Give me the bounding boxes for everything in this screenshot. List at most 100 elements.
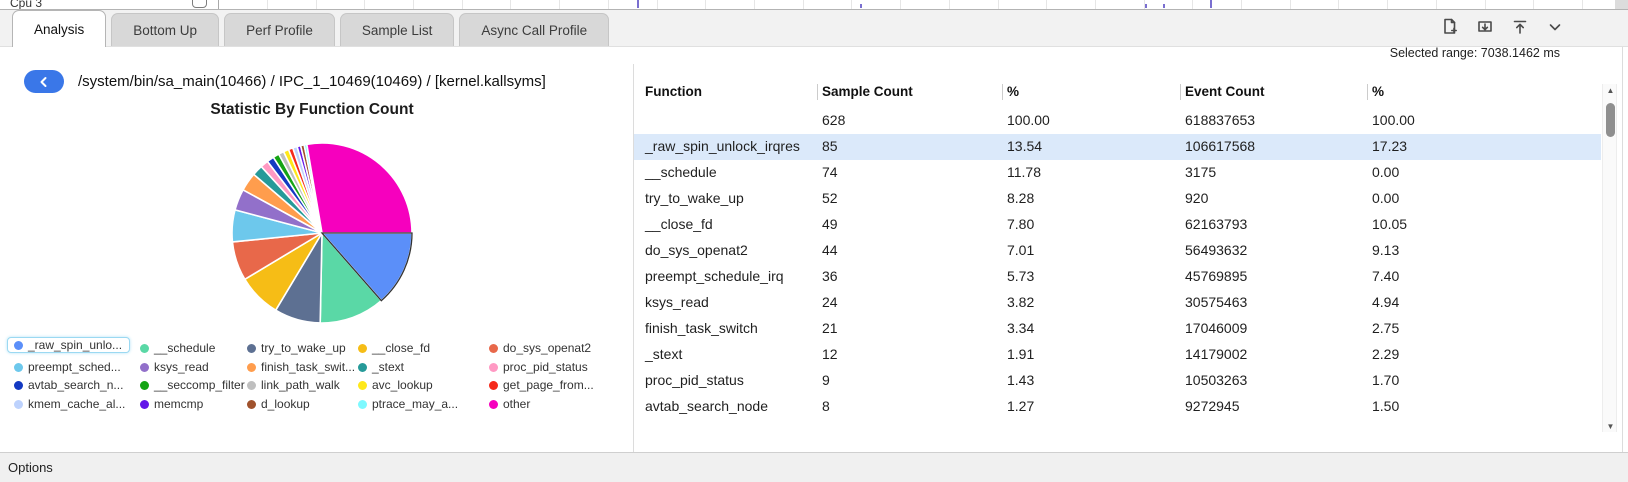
legend-item-_stext[interactable]: _stext bbox=[358, 359, 404, 375]
cell-event_count: 30575463 bbox=[1185, 294, 1248, 310]
cell-sample_pct: 11.78 bbox=[1007, 164, 1041, 180]
cell-event_count: 9272945 bbox=[1185, 398, 1240, 414]
table-scrollbar[interactable]: ▲ ▼ bbox=[1602, 84, 1617, 432]
cell-function: __close_fd bbox=[645, 216, 713, 232]
cell-sample_pct: 3.34 bbox=[1007, 320, 1035, 336]
legend-color-dot bbox=[140, 399, 149, 409]
column-header-%-4[interactable]: % bbox=[1372, 84, 1385, 99]
pie-slice-other[interactable] bbox=[306, 142, 413, 234]
legend-item-do_sys_openat2[interactable]: do_sys_openat2 bbox=[489, 340, 591, 356]
legend-color-dot bbox=[489, 380, 498, 390]
legend-item-memcmp[interactable]: memcmp bbox=[140, 396, 203, 412]
table-row-do_sys_openat2[interactable]: do_sys_openat2 44 7.01 56493632 9.13 bbox=[634, 238, 1601, 264]
download-icon[interactable] bbox=[1474, 16, 1496, 38]
timeline-gridline bbox=[364, 0, 365, 9]
chevron-left-icon bbox=[40, 76, 47, 87]
tab-sample-list[interactable]: Sample List bbox=[339, 13, 455, 46]
cell-event_pct: 4.94 bbox=[1372, 294, 1400, 310]
legend-label: memcmp bbox=[154, 397, 204, 411]
table-row-avtab_search_node[interactable]: avtab_search_node 8 1.27 9272945 1.50 bbox=[634, 394, 1601, 420]
legend-item-proc_pid_status[interactable]: proc_pid_status bbox=[489, 359, 588, 375]
legend-item-preempt_sched[interactable]: preempt_sched... bbox=[14, 359, 121, 375]
cell-sample_pct: 100.00 bbox=[1007, 112, 1050, 128]
table-row-_stext[interactable]: _stext 12 1.91 14179002 2.29 bbox=[634, 342, 1601, 368]
cell-event_pct: 10.05 bbox=[1372, 216, 1408, 232]
timeline-gridline bbox=[608, 0, 609, 9]
scroll-corner bbox=[1615, 0, 1628, 9]
legend-item-kmem_cache_al[interactable]: kmem_cache_al... bbox=[14, 396, 125, 412]
cell-function: finish_task_switch bbox=[645, 320, 758, 336]
new-report-icon[interactable] bbox=[1439, 16, 1461, 38]
legend-item-avtab_search_n[interactable]: avtab_search_n... bbox=[14, 377, 123, 393]
column-separator bbox=[1367, 84, 1368, 100]
table-row-finish_task_switch[interactable]: finish_task_switch 21 3.34 17046009 2.75 bbox=[634, 316, 1601, 342]
timeline-gridline bbox=[1436, 0, 1437, 9]
legend-item-avc_lookup[interactable]: avc_lookup bbox=[358, 377, 433, 393]
cell-sample_count: 8 bbox=[822, 398, 830, 414]
legend-label: get_page_from... bbox=[503, 378, 594, 392]
scrollbar-thumb[interactable] bbox=[1606, 103, 1615, 137]
legend-item-__schedule[interactable]: __schedule bbox=[140, 340, 215, 356]
timeline-gridline bbox=[657, 0, 658, 9]
options-bar[interactable]: Options bbox=[0, 452, 1628, 482]
export-top-icon[interactable] bbox=[1509, 16, 1531, 38]
tab-bottom-up[interactable]: Bottom Up bbox=[111, 13, 220, 46]
tab-perf-profile[interactable]: Perf Profile bbox=[224, 13, 335, 46]
timeline-gridline bbox=[1241, 0, 1242, 9]
column-separator bbox=[817, 84, 818, 100]
legend-item-try_to_wake_up[interactable]: try_to_wake_up bbox=[247, 340, 346, 356]
legend-item-get_page_from[interactable]: get_page_from... bbox=[489, 377, 594, 393]
timeline-gridline bbox=[1192, 0, 1193, 9]
panel-divider bbox=[633, 64, 634, 452]
cell-event_pct: 100.00 bbox=[1372, 112, 1415, 128]
tab-analysis[interactable]: Analysis bbox=[12, 10, 107, 47]
legend-item-__close_fd[interactable]: __close_fd bbox=[358, 340, 430, 356]
cell-sample_pct: 1.91 bbox=[1007, 346, 1035, 362]
legend-color-dot bbox=[358, 343, 367, 353]
cell-function: _raw_spin_unlock_irqres bbox=[645, 138, 800, 154]
breadcrumb[interactable]: /system/bin/sa_main(10466) / IPC_1_10469… bbox=[78, 73, 546, 90]
scroll-down-icon[interactable]: ▼ bbox=[1606, 421, 1615, 431]
column-header-sample-count-1[interactable]: Sample Count bbox=[822, 84, 913, 99]
cell-event_count: 920 bbox=[1185, 190, 1209, 206]
legend-item-__seccomp_filter[interactable]: __seccomp_filter bbox=[140, 377, 245, 393]
table-row-proc_pid_status[interactable]: proc_pid_status 9 1.43 10503263 1.70 bbox=[634, 368, 1601, 394]
legend-item-ptrace_may_a[interactable]: ptrace_may_a... bbox=[358, 396, 458, 412]
legend-item-ksys_read[interactable]: ksys_read bbox=[140, 359, 209, 375]
legend-label: ksys_read bbox=[154, 360, 209, 374]
legend-color-dot bbox=[247, 362, 256, 372]
tab-async-call-profile[interactable]: Async Call Profile bbox=[459, 13, 610, 46]
table-row-ksys_read[interactable]: ksys_read 24 3.82 30575463 4.94 bbox=[634, 290, 1601, 316]
legend-item-_raw_spin_unlo[interactable]: _raw_spin_unlo... bbox=[7, 337, 131, 353]
timeline-gridline bbox=[510, 0, 511, 9]
collapse-icon[interactable] bbox=[1544, 16, 1566, 38]
column-header-%-2[interactable]: % bbox=[1007, 84, 1020, 99]
table-row-preempt_schedule_irq[interactable]: preempt_schedule_irq 36 5.73 45769895 7.40 bbox=[634, 264, 1601, 290]
table-row-total[interactable]: 628 100.00 618837653 100.00 bbox=[634, 108, 1601, 134]
legend-color-dot bbox=[247, 343, 256, 353]
table-row-__schedule[interactable]: __schedule 74 11.78 3175 0.00 bbox=[634, 160, 1601, 186]
cell-function: __schedule bbox=[645, 164, 717, 180]
legend-label: avtab_search_n... bbox=[28, 378, 124, 392]
table-row-__close_fd[interactable]: __close_fd 49 7.80 62163793 10.05 bbox=[634, 212, 1601, 238]
timeline-gridline bbox=[1046, 0, 1047, 9]
table-row-_raw_spin_unlock_irqres[interactable]: _raw_spin_unlock_irqres 85 13.54 106617568 1… bbox=[634, 134, 1601, 160]
pie-chart[interactable] bbox=[222, 133, 422, 333]
column-header-function-0[interactable]: Function bbox=[645, 84, 702, 99]
scroll-up-icon[interactable]: ▲ bbox=[1606, 85, 1615, 95]
legend-item-d_lookup[interactable]: d_lookup bbox=[247, 396, 310, 412]
timeline-gridline bbox=[559, 0, 560, 9]
pie-slice-__schedule[interactable] bbox=[319, 232, 383, 324]
back-button[interactable] bbox=[24, 70, 64, 93]
legend-item-other[interactable]: other bbox=[489, 396, 530, 412]
legend-item-link_path_walk[interactable]: link_path_walk bbox=[247, 377, 340, 393]
cell-function: try_to_wake_up bbox=[645, 190, 744, 206]
cell-sample_count: 49 bbox=[822, 216, 838, 232]
cpu-row-checkbox[interactable] bbox=[192, 0, 207, 8]
table-row-try_to_wake_up[interactable]: try_to_wake_up 52 8.28 920 0.00 bbox=[634, 186, 1601, 212]
cell-event_count: 56493632 bbox=[1185, 242, 1248, 258]
legend-item-finish_task_swit[interactable]: finish_task_swit... bbox=[247, 359, 355, 375]
cell-sample_count: 9 bbox=[822, 372, 830, 388]
column-header-event-count-3[interactable]: Event Count bbox=[1185, 84, 1265, 99]
legend-color-dot bbox=[140, 343, 149, 353]
